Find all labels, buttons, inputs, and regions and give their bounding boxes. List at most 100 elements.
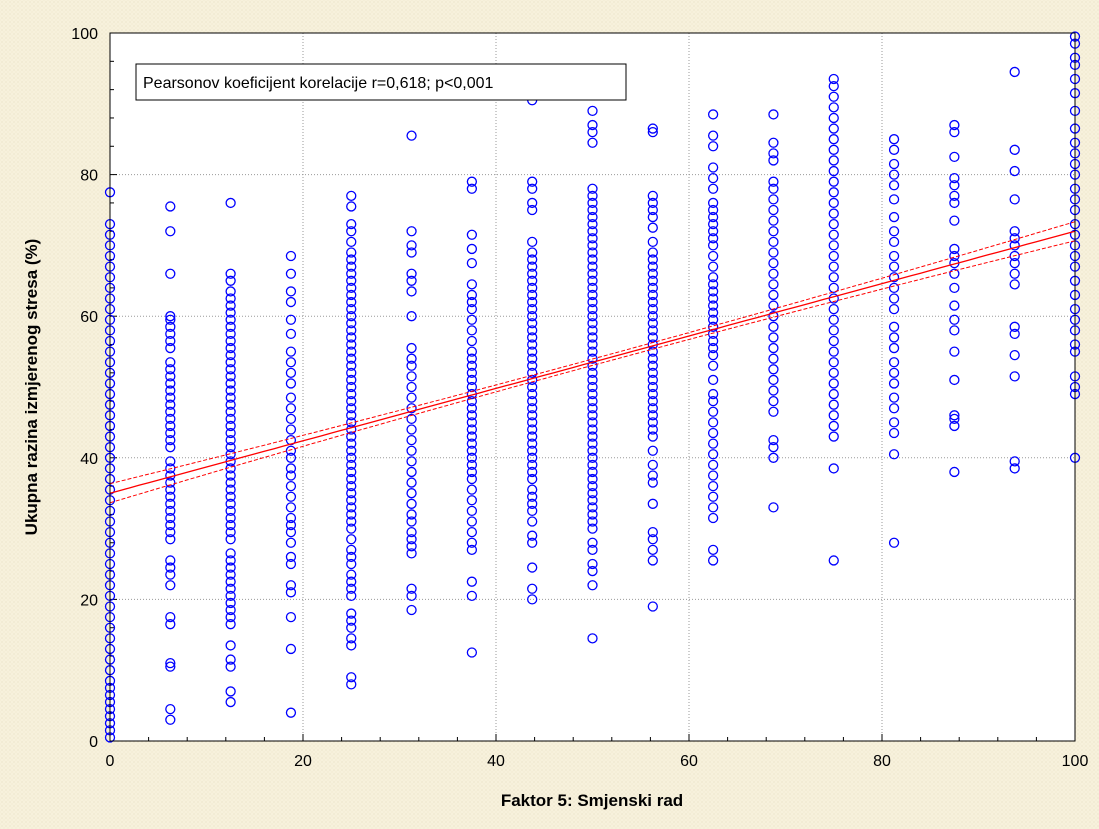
data-point — [527, 403, 538, 414]
data-point — [527, 183, 538, 194]
data-point — [768, 257, 779, 269]
data-point — [949, 325, 960, 336]
data-point — [346, 396, 357, 407]
data-point — [587, 410, 598, 421]
data-point — [707, 293, 719, 304]
data-point — [527, 498, 538, 509]
data-point — [406, 466, 417, 478]
data-point — [527, 452, 538, 463]
data-point — [949, 172, 960, 184]
data-point — [225, 576, 236, 587]
data-point — [346, 219, 357, 230]
data-point — [225, 406, 236, 417]
y-tick-label: 60 — [80, 309, 98, 326]
data-point — [406, 342, 417, 354]
data-point — [406, 360, 417, 371]
data-point — [707, 307, 719, 318]
data-point — [587, 473, 598, 485]
data-point — [527, 289, 538, 301]
data-point — [466, 303, 478, 315]
data-point — [768, 204, 779, 216]
data-point — [527, 282, 538, 294]
data-point — [587, 381, 598, 393]
data-point — [707, 512, 719, 524]
data-point — [888, 250, 900, 262]
data-point — [346, 201, 357, 212]
data-point — [587, 544, 598, 555]
data-point — [285, 452, 297, 463]
data-point — [406, 548, 417, 559]
data-point — [1009, 250, 1020, 262]
data-point — [888, 403, 900, 414]
data-point — [587, 580, 598, 591]
data-point — [768, 176, 779, 187]
data-point — [466, 466, 478, 478]
data-point — [707, 417, 719, 428]
data-point — [285, 346, 297, 357]
data-point — [346, 388, 357, 400]
data-point — [768, 226, 779, 237]
data-point — [527, 204, 538, 216]
data-point — [346, 431, 357, 442]
plot-area — [110, 33, 1075, 741]
data-point — [406, 424, 417, 435]
data-point — [768, 364, 779, 375]
data-point — [165, 335, 176, 347]
data-point — [346, 622, 357, 633]
data-point — [888, 211, 900, 223]
data-point — [527, 332, 538, 343]
data-point — [647, 289, 658, 301]
data-point — [225, 562, 236, 573]
data-point — [346, 488, 357, 499]
data-point — [828, 272, 839, 283]
data-point — [165, 611, 176, 623]
data-point — [346, 516, 357, 527]
data-point — [527, 484, 538, 495]
data-point — [225, 526, 236, 538]
data-point — [587, 633, 598, 644]
data-point — [587, 388, 598, 400]
data-point — [285, 357, 297, 368]
data-point — [225, 378, 236, 389]
data-point — [346, 459, 357, 471]
data-point — [707, 211, 719, 223]
data-point — [165, 534, 176, 545]
data-point — [165, 477, 176, 488]
data-point — [165, 420, 176, 432]
data-point — [466, 296, 478, 308]
data-point — [165, 364, 176, 375]
data-point — [165, 512, 176, 524]
data-point — [285, 526, 297, 538]
data-point — [346, 438, 357, 449]
data-point — [346, 374, 357, 386]
data-point — [165, 657, 176, 669]
data-point — [768, 442, 779, 453]
data-point — [346, 551, 357, 563]
data-point — [225, 604, 236, 616]
data-point — [828, 102, 839, 113]
data-point — [1009, 328, 1020, 340]
data-point — [768, 300, 779, 311]
data-point — [587, 204, 598, 216]
data-point — [647, 544, 658, 555]
data-point — [888, 134, 900, 145]
data-point — [768, 268, 779, 279]
data-point — [346, 615, 357, 626]
data-point — [949, 215, 960, 226]
data-point — [707, 544, 719, 555]
data-point — [527, 466, 538, 478]
data-point — [165, 526, 176, 538]
data-point — [346, 679, 357, 690]
data-point — [647, 247, 658, 258]
data-point — [466, 431, 478, 442]
data-point — [527, 296, 538, 308]
data-point — [768, 137, 779, 148]
data-point — [285, 512, 297, 524]
data-point — [647, 236, 658, 248]
x-tick-label: 100 — [1062, 753, 1089, 770]
data-point — [647, 325, 658, 336]
y-tick-label: 40 — [80, 451, 98, 468]
data-point — [165, 491, 176, 502]
data-point — [949, 151, 960, 163]
data-point — [225, 307, 236, 318]
